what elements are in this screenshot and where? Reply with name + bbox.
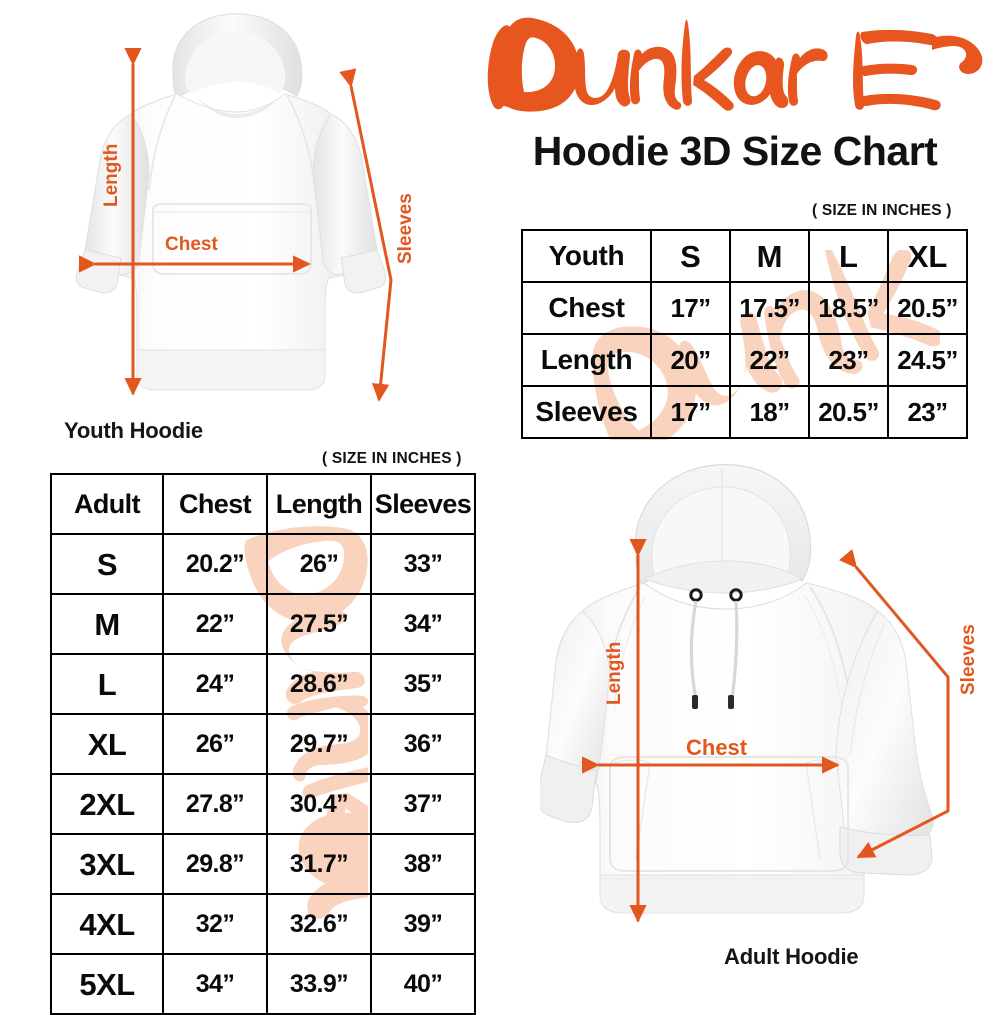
adult-5xl-length: 33.9” — [266, 953, 372, 1015]
table-row-header: Adult Chest Length Sleeves — [50, 473, 476, 535]
youth-sleeves-l: 20.5” — [808, 385, 889, 439]
youth-corner-label: Youth — [521, 229, 652, 283]
adult-m-sleeves: 34” — [370, 593, 476, 655]
adult-2xl-sleeves: 37” — [370, 773, 476, 835]
youth-size-s: S — [650, 229, 731, 283]
adult-size-5xl: 5XL — [50, 953, 164, 1015]
table-row: Chest 17” 17.5” 18.5” 20.5” — [521, 281, 968, 335]
adult-l-sleeves: 35” — [370, 653, 476, 715]
youth-size-m: M — [729, 229, 810, 283]
adult-col-length: Length — [266, 473, 372, 535]
adult-size-unit-note: ( SIZE IN INCHES ) — [322, 450, 462, 467]
adult-4xl-sleeves: 39” — [370, 893, 476, 955]
adult-xl-chest: 26” — [162, 713, 268, 775]
adult-s-length: 26” — [266, 533, 372, 595]
youth-row-label-sleeves: Sleeves — [521, 385, 652, 439]
youth-sleeves-s: 17” — [650, 385, 731, 439]
youth-sleeves-label: Sleeves — [395, 193, 416, 264]
page-title: Hoodie 3D Size Chart — [532, 128, 938, 174]
youth-chest-s: 17” — [650, 281, 731, 335]
adult-xl-sleeves: 36” — [370, 713, 476, 775]
table-row: Sleeves 17” 18” 20.5” 23” — [521, 385, 968, 439]
adult-3xl-chest: 29.8” — [162, 833, 268, 895]
youth-length-label: Length — [101, 143, 122, 207]
adult-4xl-length: 32.6” — [266, 893, 372, 955]
youth-hoodie-illustration: Length Chest Sleeves — [45, 2, 455, 422]
adult-size-l: L — [50, 653, 164, 715]
adult-hoodie-illustration: Length Chest Sleeves — [540, 455, 990, 945]
adult-size-2xl: 2XL — [50, 773, 164, 835]
youth-hoodie-caption: Youth Hoodie — [64, 418, 203, 443]
adult-size-m: M — [50, 593, 164, 655]
adult-m-length: 27.5” — [266, 593, 372, 655]
table-row: 2XL 27.8” 30.4” 37” — [50, 773, 476, 835]
adult-2xl-chest: 27.8” — [162, 773, 268, 835]
youth-length-s: 20” — [650, 333, 731, 387]
youth-size-table: Youth S M L XL Chest 17” 17.5” 18.5” 20.… — [521, 229, 968, 439]
table-row: 3XL 29.8” 31.7” 38” — [50, 833, 476, 895]
youth-length-l: 23” — [808, 333, 889, 387]
adult-l-length: 28.6” — [266, 653, 372, 715]
adult-sleeves-label: Sleeves — [958, 624, 979, 695]
adult-3xl-length: 31.7” — [266, 833, 372, 895]
youth-chest-label: Chest — [165, 234, 218, 255]
youth-size-l: L — [808, 229, 889, 283]
adult-l-chest: 24” — [162, 653, 268, 715]
brand-logo — [480, 8, 990, 128]
table-row: Length 20” 22” 23” 24.5” — [521, 333, 968, 387]
youth-chest-l: 18.5” — [808, 281, 889, 335]
adult-size-table-container: Adult Chest Length Sleeves S 20.2” 26” 3… — [50, 473, 476, 1015]
adult-5xl-chest: 34” — [162, 953, 268, 1015]
adult-chest-label: Chest — [686, 735, 748, 760]
youth-sleeves-xl: 23” — [887, 385, 968, 439]
adult-4xl-chest: 32” — [162, 893, 268, 955]
youth-chest-xl: 20.5” — [887, 281, 968, 335]
youth-chest-m: 17.5” — [729, 281, 810, 335]
table-row: L 24” 28.6” 35” — [50, 653, 476, 715]
table-row: 4XL 32” 32.6” 39” — [50, 893, 476, 955]
adult-size-xl: XL — [50, 713, 164, 775]
adult-size-s: S — [50, 533, 164, 595]
youth-row-label-chest: Chest — [521, 281, 652, 335]
adult-hoodie-caption: Adult Hoodie — [724, 944, 859, 969]
adult-size-table: Adult Chest Length Sleeves S 20.2” 26” 3… — [50, 473, 476, 1015]
adult-2xl-length: 30.4” — [266, 773, 372, 835]
adult-xl-length: 29.7” — [266, 713, 372, 775]
adult-length-label: Length — [604, 641, 625, 705]
youth-size-table-container: Youth S M L XL Chest 17” 17.5” 18.5” 20.… — [521, 229, 968, 439]
youth-row-label-length: Length — [521, 333, 652, 387]
youth-size-unit-note: ( SIZE IN INCHES ) — [812, 202, 952, 219]
table-row: M 22” 27.5” 34” — [50, 593, 476, 655]
adult-size-3xl: 3XL — [50, 833, 164, 895]
adult-m-chest: 22” — [162, 593, 268, 655]
youth-length-xl: 24.5” — [887, 333, 968, 387]
adult-3xl-sleeves: 38” — [370, 833, 476, 895]
adult-col-chest: Chest — [162, 473, 268, 535]
adult-5xl-sleeves: 40” — [370, 953, 476, 1015]
table-row: 5XL 34” 33.9” 40” — [50, 953, 476, 1015]
adult-col-sleeves: Sleeves — [370, 473, 476, 535]
table-row-header: Youth S M L XL — [521, 229, 968, 283]
table-row: S 20.2” 26” 33” — [50, 533, 476, 595]
adult-s-sleeves: 33” — [370, 533, 476, 595]
adult-corner-label: Adult — [50, 473, 164, 535]
youth-size-xl: XL — [887, 229, 968, 283]
adult-s-chest: 20.2” — [162, 533, 268, 595]
youth-sleeves-m: 18” — [729, 385, 810, 439]
youth-length-m: 22” — [729, 333, 810, 387]
adult-size-4xl: 4XL — [50, 893, 164, 955]
table-row: XL 26” 29.7” 36” — [50, 713, 476, 775]
